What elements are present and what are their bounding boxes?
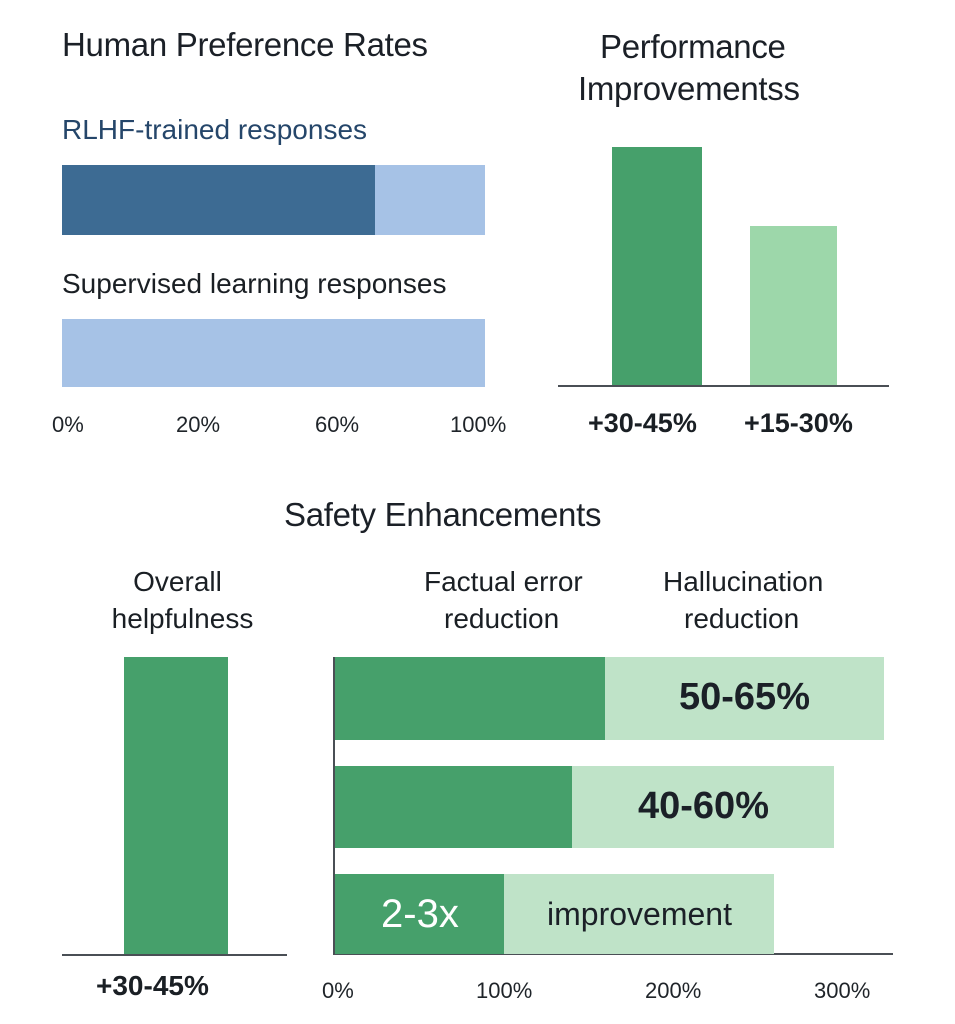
helpfulness-label-line-1: Overall	[133, 566, 222, 597]
helpfulness-value-label: +30-45%	[96, 970, 209, 1001]
hallucination-bar-fill	[335, 766, 572, 848]
supervised-series-label: Supervised learning responses	[62, 268, 447, 299]
hallucination-label-line-1: Hallucination	[663, 566, 824, 597]
performance-category-1: +30-45%	[588, 408, 697, 438]
pref-tick-100: 100%	[450, 412, 507, 437]
supervised-bar-background	[62, 319, 485, 387]
safety-tick-100: 100%	[476, 978, 533, 1003]
factual-error-bar-fill	[335, 657, 605, 740]
performance-bar-2	[750, 226, 837, 385]
safety-chart-title: Safety Enhancements	[284, 496, 602, 533]
performance-title-line-2: Improvementss	[578, 70, 800, 107]
helpfulness-label-line-2: helpfulness	[111, 603, 254, 634]
hallucination-value-label: 40-60%	[638, 785, 769, 827]
safety-baseline	[333, 953, 893, 955]
helpfulness-baseline	[62, 954, 287, 956]
factual-label-line-2: reduction	[444, 603, 560, 634]
pref-tick-60: 60%	[315, 412, 360, 437]
preference-chart-title: Human Preference Rates	[62, 26, 428, 63]
pref-tick-0: 0%	[52, 412, 84, 437]
improvement-text-label: improvement	[547, 896, 732, 932]
rlhf-series-label: RLHF-trained responses	[62, 114, 368, 145]
performance-bar-1	[612, 147, 702, 385]
safety-tick-0: 0%	[322, 978, 354, 1003]
improvement-multiplier-label: 2-3x	[381, 892, 459, 936]
improvement-bar-fill	[335, 874, 504, 954]
safety-tick-300: 300%	[814, 978, 871, 1003]
factual-error-value-label: 50-65%	[679, 676, 810, 718]
rlhf-bar-fill	[62, 165, 375, 235]
performance-title-line-1: Performance	[600, 28, 786, 65]
performance-baseline	[558, 385, 889, 387]
helpfulness-bar	[124, 657, 228, 954]
safety-tick-200: 200%	[645, 978, 702, 1003]
performance-category-2: +15-30%	[744, 408, 853, 438]
pref-tick-20: 20%	[176, 412, 221, 437]
factual-label-line-1: Factual error	[424, 566, 583, 597]
hallucination-label-line-2: reduction	[684, 603, 800, 634]
safety-y-axis	[333, 657, 335, 955]
